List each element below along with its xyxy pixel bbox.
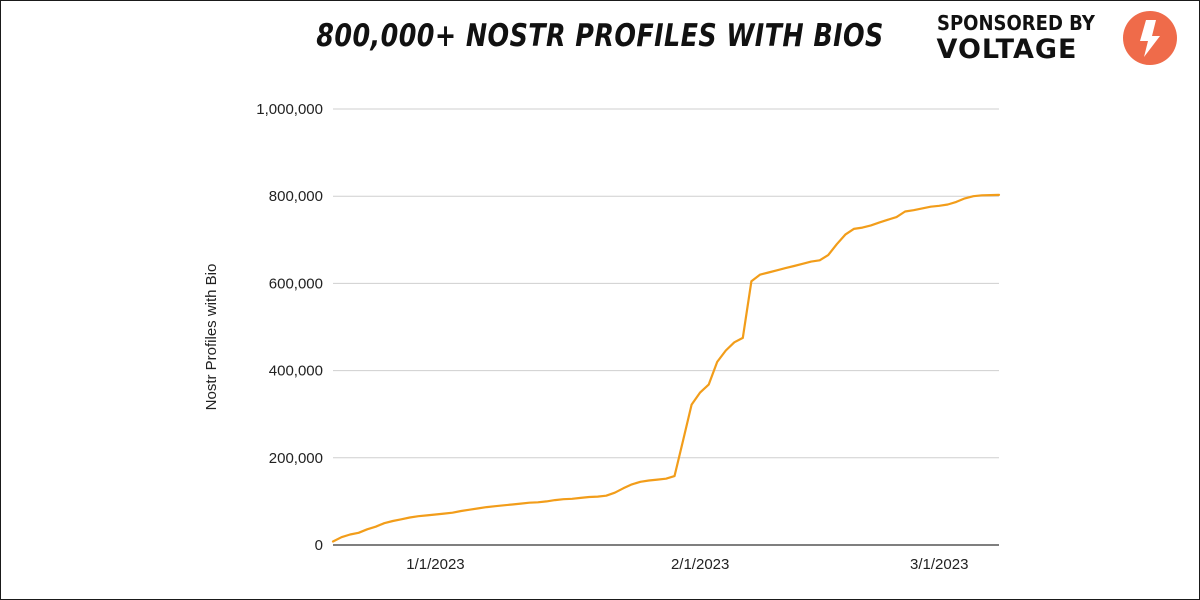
x-tick-label: 1/1/2023: [406, 556, 464, 573]
chart-title: 800,000+ NOSTR PROFILES WITH BIOS: [316, 18, 884, 54]
sponsor-brand-name: VOLTAGE: [936, 34, 1078, 65]
gridlines: [333, 108, 999, 459]
x-tick-label: 3/1/2023: [910, 556, 968, 573]
y-axis-ticks: 0 200,000 400,000 600,000 800,000 1,000,000: [256, 101, 323, 554]
sponsor-label: SPONSORED BY: [936, 11, 1095, 35]
sponsor-text: SPONSORED BY VOLTAGE: [937, 11, 1112, 65]
y-axis-label: Nostr Profiles with Bio: [203, 264, 220, 411]
y-tick-label: 400,000: [269, 363, 323, 380]
sponsor-block: SPONSORED BY VOLTAGE: [937, 10, 1178, 66]
y-tick-label: 0: [315, 537, 323, 554]
series-layer: [331, 193, 1001, 543]
y-tick-label: 800,000: [269, 188, 323, 205]
lightning-bolt-icon: [1123, 11, 1177, 65]
y-tick-label: 1,000,000: [256, 101, 323, 118]
y-tick-label: 200,000: [269, 450, 323, 467]
series-line: [331, 193, 1001, 543]
y-tick-label: 600,000: [269, 275, 323, 292]
x-axis-ticks: 1/1/2023 2/1/2023 3/1/2023: [406, 556, 968, 573]
x-tick-label: 2/1/2023: [671, 556, 729, 573]
